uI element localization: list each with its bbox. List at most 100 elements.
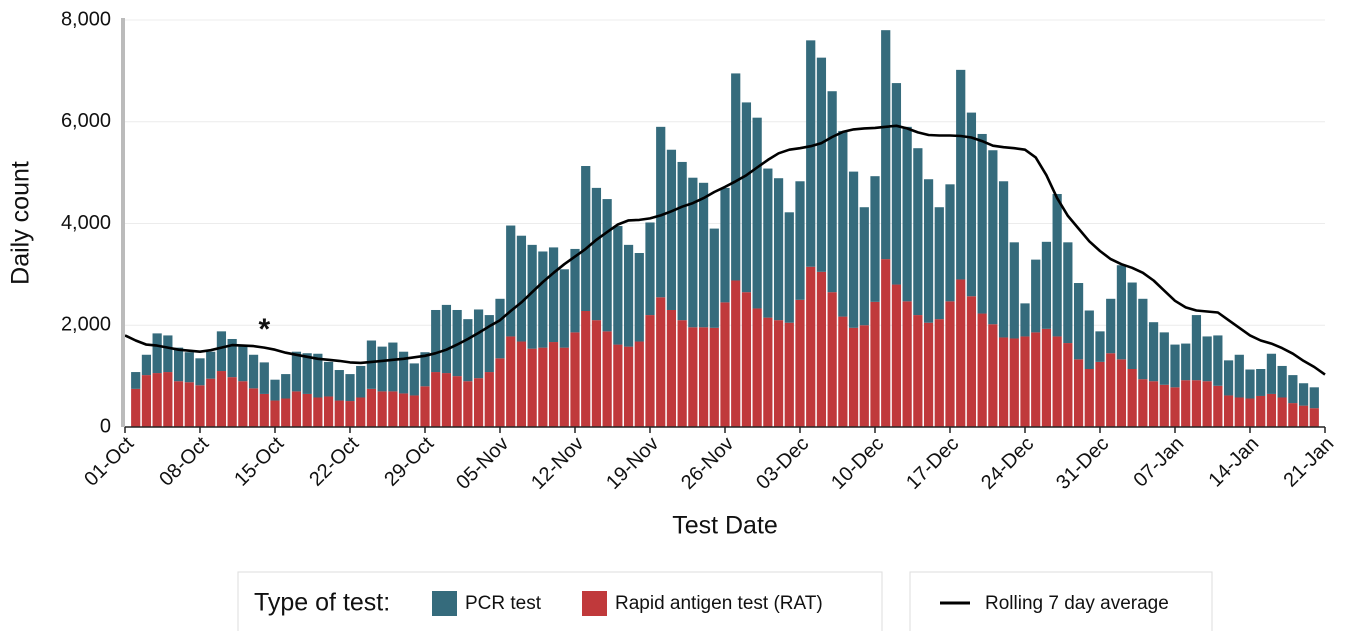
bar bbox=[484, 372, 494, 427]
bar bbox=[945, 184, 955, 302]
bar bbox=[291, 351, 302, 392]
bar bbox=[956, 69, 966, 280]
bar bbox=[602, 199, 612, 332]
bar bbox=[1095, 331, 1105, 362]
x-tick-label: 17-Dec bbox=[902, 433, 963, 494]
bar bbox=[1256, 369, 1266, 396]
bar bbox=[1073, 283, 1084, 360]
x-tick-label: 22-Oct bbox=[305, 432, 363, 490]
bar bbox=[634, 341, 644, 427]
bar bbox=[956, 279, 966, 427]
bar bbox=[356, 365, 366, 398]
legend-label: Rapid antigen test (RAT) bbox=[615, 593, 823, 614]
x-tick-label: 24-Dec bbox=[977, 433, 1038, 494]
bar bbox=[891, 83, 902, 285]
bar bbox=[666, 309, 677, 427]
bar bbox=[1138, 379, 1148, 427]
bar bbox=[527, 244, 537, 349]
bar bbox=[538, 347, 548, 427]
bar bbox=[763, 168, 773, 318]
bar bbox=[1116, 265, 1127, 360]
x-axis-title: Test Date bbox=[672, 512, 778, 540]
bar bbox=[1170, 344, 1180, 388]
bar bbox=[923, 322, 934, 427]
bar bbox=[934, 207, 944, 320]
bar bbox=[313, 353, 323, 398]
bar bbox=[302, 353, 312, 394]
bar bbox=[452, 376, 462, 427]
bar bbox=[1116, 359, 1127, 427]
bar bbox=[581, 311, 591, 427]
legend-label: PCR test bbox=[465, 593, 542, 614]
bar bbox=[581, 166, 591, 312]
bar bbox=[1202, 381, 1212, 427]
bar bbox=[527, 348, 537, 427]
bar bbox=[420, 386, 430, 427]
bar bbox=[452, 309, 462, 377]
bar bbox=[848, 171, 859, 328]
y-tick-label: 8,000 bbox=[61, 8, 111, 30]
bar bbox=[195, 358, 205, 386]
bar bbox=[420, 352, 430, 387]
legend-box bbox=[237, 571, 883, 631]
bar bbox=[1213, 335, 1223, 386]
bar bbox=[1095, 361, 1105, 427]
bar bbox=[720, 187, 730, 303]
x-tick-label: 10-Dec bbox=[827, 433, 888, 494]
bar bbox=[795, 299, 805, 427]
bar bbox=[881, 30, 891, 260]
bar bbox=[323, 361, 334, 397]
bar bbox=[902, 126, 912, 302]
bar bbox=[1288, 375, 1298, 404]
bar bbox=[613, 344, 623, 427]
bar bbox=[656, 126, 666, 298]
bar bbox=[1181, 343, 1191, 381]
bar bbox=[656, 297, 666, 427]
bar bbox=[163, 335, 173, 373]
bar bbox=[623, 244, 634, 347]
bar bbox=[902, 301, 912, 427]
x-tick-label: 26-Nov bbox=[677, 433, 738, 494]
y-axis-title: Daily count bbox=[7, 161, 35, 285]
bar bbox=[1063, 242, 1073, 344]
bar bbox=[816, 57, 827, 272]
bar bbox=[1266, 353, 1277, 394]
bar bbox=[709, 327, 719, 427]
bar bbox=[698, 327, 709, 427]
bar bbox=[966, 296, 977, 427]
bar bbox=[248, 354, 259, 389]
bar bbox=[891, 284, 902, 427]
bar bbox=[1073, 359, 1084, 427]
bar bbox=[323, 396, 334, 427]
bar bbox=[945, 301, 955, 427]
bar bbox=[913, 315, 923, 427]
bar bbox=[1106, 298, 1116, 354]
bar bbox=[816, 271, 827, 427]
bar bbox=[313, 397, 323, 427]
bar bbox=[463, 381, 473, 427]
bar bbox=[409, 363, 419, 396]
bar bbox=[613, 226, 623, 345]
bar bbox=[334, 370, 344, 401]
bar bbox=[548, 247, 559, 343]
bar bbox=[334, 400, 344, 427]
bar bbox=[281, 398, 291, 427]
bar bbox=[1148, 322, 1159, 382]
x-tick-label: 14-Jan bbox=[1204, 433, 1263, 492]
bar bbox=[838, 316, 848, 427]
x-tick-label: 07-Jan bbox=[1129, 433, 1188, 492]
bar bbox=[270, 379, 280, 401]
bar bbox=[152, 373, 162, 427]
bar bbox=[1084, 310, 1094, 370]
y-tick-label: 6,000 bbox=[61, 110, 111, 132]
bar bbox=[398, 351, 409, 394]
bar bbox=[752, 117, 762, 309]
bar bbox=[506, 225, 516, 337]
bar bbox=[1148, 381, 1159, 427]
y-tick-label: 2,000 bbox=[61, 314, 111, 336]
bar bbox=[677, 320, 687, 427]
y-tick-label: 4,000 bbox=[61, 212, 111, 234]
bar bbox=[870, 301, 880, 427]
bar bbox=[302, 393, 312, 427]
bar bbox=[366, 388, 377, 427]
